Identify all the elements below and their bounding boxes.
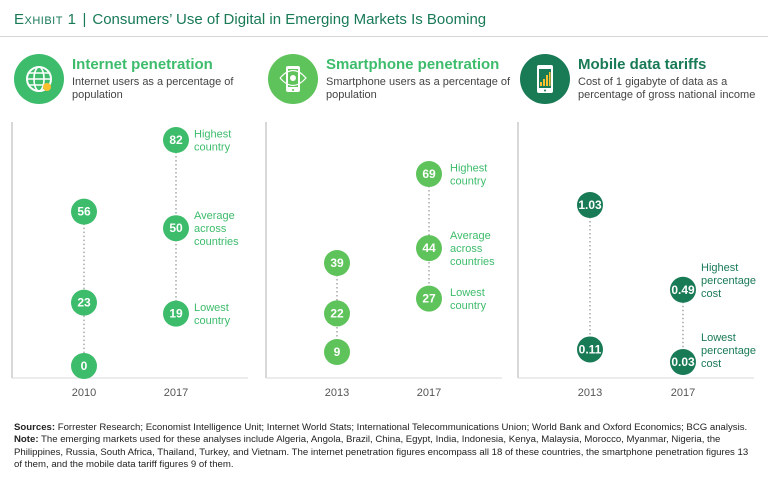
data-point <box>324 300 350 327</box>
sources-line: Sources: Forrester Research; Economist I… <box>14 422 754 434</box>
series-label: Average across countries <box>450 230 495 268</box>
series-label: Lowest country <box>194 302 231 327</box>
data-label: 22 <box>330 306 344 320</box>
note-label: Note: <box>14 434 39 446</box>
data-label: 0.11 <box>579 342 602 356</box>
data-point <box>416 161 442 187</box>
data-label: 9 <box>334 345 341 359</box>
data-label: 0.49 <box>671 283 695 297</box>
panel-header-tariffs: Mobile data tariffs Cost of 1 gigabyte o… <box>520 54 760 114</box>
x-tick-label: 2010 <box>72 387 96 399</box>
panel-title: Mobile data tariffs <box>578 56 707 73</box>
panel-header-internet: Internet penetration Internet users as a… <box>14 54 254 114</box>
data-label: 27 <box>422 292 436 306</box>
data-point <box>324 339 350 365</box>
data-label: 50 <box>169 221 183 235</box>
note-line: Note: The emerging markets used for thes… <box>14 434 754 471</box>
header-separator: | <box>82 10 87 28</box>
panel-subtitle: Internet users as a percentage of popula… <box>72 76 234 101</box>
exhibit-header: Exhibit 1 | Consumers’ Use of Digital in… <box>14 8 486 30</box>
x-tick-label: 2013 <box>578 387 602 399</box>
panel-header-smartphone: Smartphone penetration Smartphone users … <box>268 54 510 114</box>
data-point <box>163 127 189 153</box>
panel-title: Internet penetration <box>72 56 213 73</box>
x-tick-label: 2013 <box>325 387 349 399</box>
data-label: 56 <box>77 205 91 219</box>
data-label: 1.03 <box>578 198 602 212</box>
series-label: Highest country <box>450 163 487 188</box>
data-point <box>71 198 97 225</box>
panel-subtitle: Smartphone users as a percentage of popu… <box>326 76 511 101</box>
data-label: 82 <box>169 133 183 147</box>
series-label: Highest country <box>194 129 231 154</box>
data-label: 0.03 <box>671 355 695 369</box>
data-point <box>163 300 189 327</box>
data-point <box>324 250 350 276</box>
smartphone-icon <box>268 54 318 104</box>
data-label: 69 <box>422 167 436 181</box>
sources-label: Sources: <box>14 422 56 433</box>
data-point <box>71 353 97 379</box>
data-label: 0 <box>81 359 88 373</box>
phone-signal-icon <box>520 54 570 104</box>
data-label: 23 <box>77 296 91 310</box>
panel-title: Smartphone penetration <box>326 56 500 73</box>
x-tick-label: 2017 <box>671 387 695 399</box>
exhibit-label: Exhibit 1 <box>14 10 77 28</box>
data-label: 19 <box>169 307 183 321</box>
data-point <box>163 215 189 242</box>
data-point <box>670 349 696 375</box>
data-label: 44 <box>422 241 436 255</box>
data-point <box>577 192 603 218</box>
x-tick-label: 2017 <box>417 387 441 399</box>
data-point <box>416 285 442 312</box>
data-point <box>577 336 603 363</box>
data-point <box>670 276 696 303</box>
sources-note: Sources: Forrester Research; Economist I… <box>14 422 754 472</box>
header-rule <box>0 36 768 37</box>
data-point <box>416 235 442 262</box>
series-label: Lowest country <box>450 287 487 312</box>
data-point <box>71 289 97 316</box>
globe-icon <box>14 54 64 104</box>
sources-text: Forrester Research; Economist Intelligen… <box>57 422 748 433</box>
panel-subtitle: Cost of 1 gigabyte of data as a percenta… <box>578 76 756 101</box>
note-text: The emerging markets used for these anal… <box>14 434 749 471</box>
x-tick-label: 2017 <box>164 387 188 399</box>
exhibit-title: Consumers’ Use of Digital in Emerging Ma… <box>92 10 487 28</box>
series-label: Average across countries <box>194 210 239 248</box>
data-label: 39 <box>330 256 344 270</box>
series-label: Highest percentage cost <box>701 262 756 300</box>
series-label: Lowest percentage cost <box>701 332 756 370</box>
